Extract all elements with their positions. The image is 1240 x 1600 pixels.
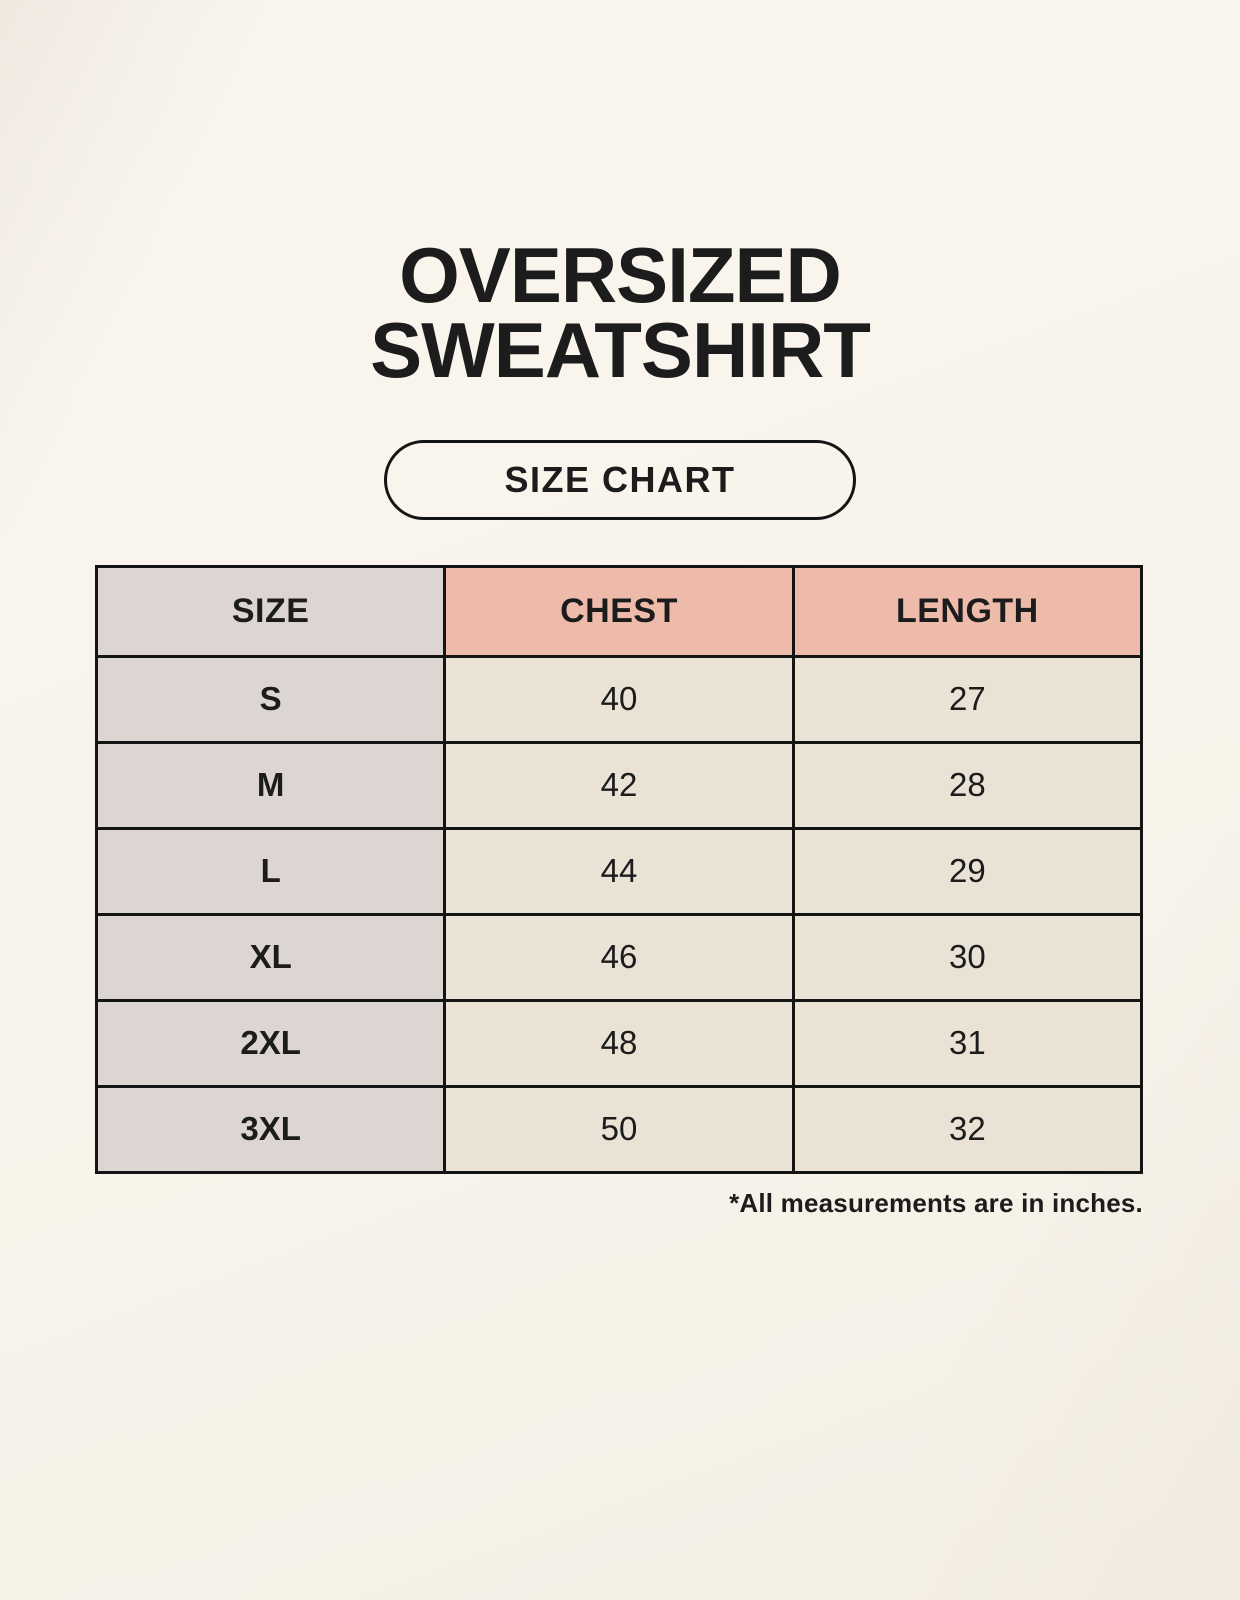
table-row: M 42 28 <box>94 740 1144 830</box>
size-chart-table: SIZE CHEST LENGTH S 40 27 M 42 28 L <box>94 564 1144 1174</box>
chest-value: 46 <box>443 912 795 1002</box>
size-label: S <box>94 654 447 744</box>
size-chart-table-container: SIZE CHEST LENGTH S 40 27 M 42 28 L <box>94 564 1144 1174</box>
column-header-length: LENGTH <box>791 564 1144 658</box>
column-header-size: SIZE <box>94 564 447 658</box>
chest-value: 40 <box>443 654 795 744</box>
size-label: M <box>94 740 447 830</box>
chest-value: 44 <box>443 826 795 916</box>
size-chart-badge-label: SIZE CHART <box>504 458 736 500</box>
table-row: 3XL 50 32 <box>94 1084 1144 1174</box>
length-value: 30 <box>791 912 1144 1002</box>
measurements-footnote: *All measurements are in inches. <box>729 1187 1143 1218</box>
size-label: L <box>94 826 447 916</box>
page-title: OVERSIZED SWEATSHIRT <box>370 231 871 394</box>
table-row: XL 46 30 <box>94 912 1144 1002</box>
table-row: L 44 29 <box>94 826 1144 916</box>
chest-value: 42 <box>443 740 795 830</box>
chest-value: 48 <box>443 998 795 1088</box>
size-chart-badge: SIZE CHART <box>384 439 856 520</box>
length-value: 27 <box>791 654 1144 744</box>
size-label: 3XL <box>94 1084 447 1174</box>
length-value: 29 <box>791 826 1144 916</box>
length-value: 32 <box>791 1084 1144 1174</box>
table-header-row: SIZE CHEST LENGTH <box>94 564 1144 658</box>
size-chart-page: OVERSIZED SWEATSHIRT SIZE CHART SIZE CHE… <box>94 231 1144 1218</box>
table-row: 2XL 48 31 <box>94 998 1144 1088</box>
size-label: XL <box>94 912 447 1002</box>
length-value: 31 <box>791 998 1144 1088</box>
length-value: 28 <box>791 740 1144 830</box>
size-label: 2XL <box>94 998 447 1088</box>
chest-value: 50 <box>443 1084 795 1174</box>
column-header-chest: CHEST <box>443 564 795 658</box>
table-row: S 40 27 <box>94 654 1144 744</box>
